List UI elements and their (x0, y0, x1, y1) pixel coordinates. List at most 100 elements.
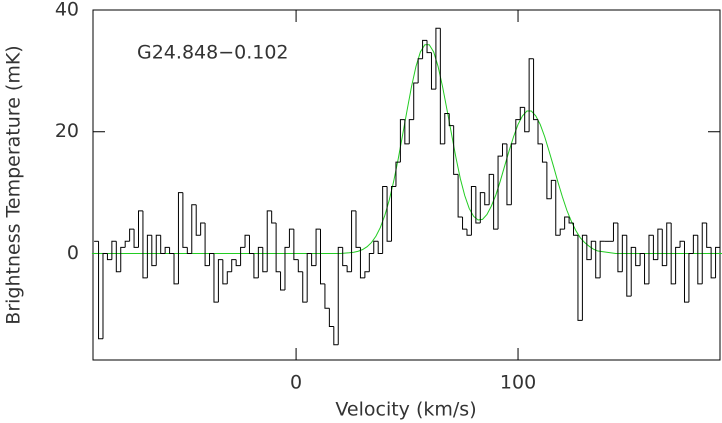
annotation: G24.848−0.102 (137, 42, 289, 64)
spectrum-step (102, 252, 108, 339)
spectrum-step (297, 259, 303, 273)
spectrum-step (164, 246, 170, 254)
spectrum-step (635, 247, 641, 267)
plot-frame (92, 9, 721, 361)
fit-line (91, 44, 722, 254)
spectrum-step (235, 259, 241, 267)
y-tick-label: 40 (55, 0, 79, 21)
spectrum-step (661, 229, 667, 267)
spectrum-step (177, 192, 183, 284)
spectrum-step (675, 246, 681, 284)
spectrum-step (413, 82, 419, 120)
spectrum-step (715, 246, 720, 278)
spectrum-step (306, 252, 312, 303)
spectrum-step (137, 210, 143, 248)
spectrum-step (692, 234, 698, 254)
spectrum-step (555, 180, 561, 236)
spectrum-step (302, 271, 308, 303)
spectrum-step (586, 235, 592, 261)
spectrum-step (151, 235, 157, 267)
spectrum-step (280, 271, 285, 291)
spectrum-step (497, 155, 503, 230)
spectrum-step (333, 326, 339, 346)
spectrum-step (200, 222, 206, 236)
spectrum-step (404, 119, 410, 145)
spectrum-step (240, 246, 246, 266)
spectrum-step (262, 247, 268, 273)
spectrum-step (470, 186, 476, 236)
spectrum-step (293, 229, 299, 261)
spectrum-step (209, 252, 214, 266)
spectrum-step (382, 186, 388, 254)
spectrum-step (115, 241, 121, 273)
spectrum-step (408, 119, 414, 144)
spectrum-step (510, 143, 516, 205)
spectrum-step (142, 210, 148, 279)
spectrum-step (342, 247, 348, 267)
spectrum-step (506, 143, 512, 206)
spectrum-step (426, 40, 432, 54)
spectrum-step (444, 112, 450, 144)
spectrum-step (355, 210, 361, 248)
spectrum-step (244, 234, 250, 248)
spectrum-step (484, 192, 490, 206)
spectrum-step (391, 186, 396, 242)
spectrum-step (191, 204, 197, 254)
spectrum-step (346, 265, 352, 273)
y-tick-label: 0 (67, 242, 79, 264)
spectrum-step (430, 52, 436, 90)
spectrum-step (106, 253, 112, 261)
spectrum-step (590, 240, 596, 260)
spectrum-step (146, 234, 152, 278)
spectrum-step (462, 216, 467, 230)
spectrum-step (160, 235, 166, 254)
spectrum-step (448, 113, 454, 127)
spectrum-step (266, 210, 272, 272)
spectrum-step (315, 228, 321, 266)
spectrum-step (493, 174, 499, 230)
spectrum-step (701, 222, 707, 284)
y-axis-label: Brightness Temperature (mK) (3, 45, 25, 324)
spectrum-step (111, 240, 117, 260)
spectrum-step (475, 186, 481, 224)
spectrum-step (683, 241, 689, 303)
spectrum-step (213, 253, 219, 303)
spectrum-step (630, 246, 636, 297)
spectrum-step (359, 247, 365, 279)
spectrum-step (231, 259, 237, 272)
spectrum-step (169, 247, 175, 254)
spectrum-step (573, 223, 578, 236)
spectrum-step (319, 229, 325, 285)
spectrum-step (546, 162, 552, 200)
spectrum-step (133, 229, 139, 248)
spectrum-step (417, 58, 423, 84)
spectrum-step (435, 27, 441, 90)
spectrum-step (271, 210, 277, 224)
spectrum-step (253, 253, 259, 279)
spectrum-step (129, 228, 135, 242)
spectrum-step (351, 210, 357, 272)
spectrum-step (439, 28, 445, 145)
spectrum-step (621, 234, 627, 272)
spectrum-step (666, 222, 672, 266)
spectrum-step (710, 247, 716, 279)
spectrum-step (577, 235, 583, 321)
spectrum-step (328, 308, 334, 328)
spectrum-step (395, 161, 401, 187)
spectrum-step (373, 240, 379, 254)
spectrum-step (364, 271, 370, 278)
spectrum-step (706, 223, 712, 248)
spectrum-step (515, 119, 521, 144)
spectrum-step (173, 253, 179, 285)
spectrum-step (453, 125, 459, 175)
spectrum-step (595, 241, 601, 279)
x-tick-label: 0 (290, 372, 302, 394)
spectrum-step (337, 246, 343, 345)
spectrum-step (204, 223, 210, 267)
spectrum-step (368, 252, 374, 272)
x-tick-label: 100 (500, 372, 536, 394)
spectrum-step (186, 247, 192, 254)
spectrum-step (612, 222, 618, 242)
spectrum-step (284, 246, 290, 290)
